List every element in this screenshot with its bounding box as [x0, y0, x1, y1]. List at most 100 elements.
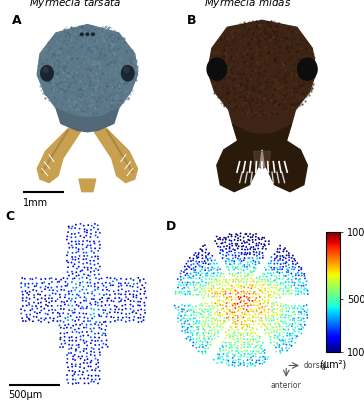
Point	[248, 354, 254, 361]
Point	[263, 267, 269, 273]
Point	[276, 292, 282, 298]
Point	[92, 342, 98, 348]
Point	[201, 332, 206, 338]
Point	[230, 306, 236, 313]
Point	[181, 324, 187, 330]
Point	[88, 340, 94, 346]
Point	[72, 225, 78, 231]
Point	[233, 234, 238, 240]
Point	[242, 309, 248, 315]
Point	[261, 306, 267, 313]
Point	[69, 225, 75, 232]
Point	[234, 232, 240, 238]
Point	[72, 352, 78, 358]
Text: 500μm: 500μm	[8, 390, 43, 400]
Polygon shape	[37, 127, 80, 182]
Point	[256, 240, 262, 246]
Point	[221, 356, 226, 363]
Point	[247, 338, 253, 345]
Point	[211, 293, 217, 299]
Point	[68, 325, 74, 331]
Point	[35, 300, 41, 306]
Point	[201, 260, 206, 266]
Point	[70, 353, 76, 360]
Point	[277, 287, 282, 293]
Point	[217, 266, 223, 272]
Point	[280, 280, 286, 286]
Point	[248, 244, 254, 250]
Point	[248, 279, 253, 285]
Point	[221, 320, 226, 326]
Point	[76, 330, 82, 336]
Point	[226, 282, 232, 288]
Point	[187, 336, 193, 343]
Point	[38, 315, 44, 322]
Point	[65, 259, 71, 266]
Point	[271, 309, 277, 316]
Point	[91, 292, 97, 299]
Point	[197, 284, 203, 290]
Point	[120, 314, 126, 321]
Point	[188, 330, 194, 336]
Point	[247, 231, 253, 237]
Point	[263, 246, 269, 252]
Point	[85, 222, 91, 228]
Point	[116, 306, 122, 312]
Point	[205, 345, 211, 351]
Point	[227, 244, 233, 250]
Point	[257, 249, 262, 255]
Point	[272, 320, 278, 327]
Point	[191, 318, 197, 325]
Point	[217, 301, 222, 307]
Point	[198, 311, 203, 317]
Point	[253, 353, 258, 360]
Point	[45, 284, 51, 291]
Point	[277, 256, 283, 262]
Point	[241, 353, 247, 359]
Point	[187, 302, 193, 308]
Point	[251, 299, 257, 306]
Point	[84, 368, 90, 374]
Point	[280, 276, 286, 282]
Point	[191, 321, 197, 328]
Point	[190, 330, 195, 337]
Point	[193, 282, 199, 288]
Point	[58, 330, 63, 336]
Point	[252, 311, 258, 317]
Point	[123, 288, 129, 295]
Point	[250, 257, 256, 264]
Point	[209, 252, 215, 259]
Point	[66, 272, 72, 279]
Point	[246, 315, 252, 321]
Point	[272, 282, 277, 288]
Point	[280, 312, 285, 318]
Point	[292, 318, 297, 324]
Point	[256, 348, 261, 355]
Point	[214, 233, 219, 240]
Point	[292, 305, 297, 311]
Point	[209, 300, 215, 306]
Point	[236, 294, 241, 300]
Point	[227, 324, 233, 330]
Point	[197, 342, 203, 348]
Point	[70, 250, 75, 256]
Point	[221, 314, 227, 321]
Point	[81, 348, 87, 354]
Point	[257, 301, 263, 307]
Point	[181, 288, 187, 295]
Point	[280, 308, 286, 315]
Point	[284, 308, 289, 314]
Point	[185, 258, 191, 264]
Point	[123, 311, 129, 317]
Point	[206, 328, 212, 334]
Point	[224, 263, 230, 270]
Point	[210, 315, 216, 322]
Point	[191, 284, 197, 291]
Point	[29, 276, 35, 282]
Point	[296, 311, 301, 318]
Point	[245, 350, 251, 357]
Point	[200, 326, 206, 332]
Point	[269, 284, 275, 291]
Point	[64, 282, 70, 289]
Point	[242, 311, 248, 317]
